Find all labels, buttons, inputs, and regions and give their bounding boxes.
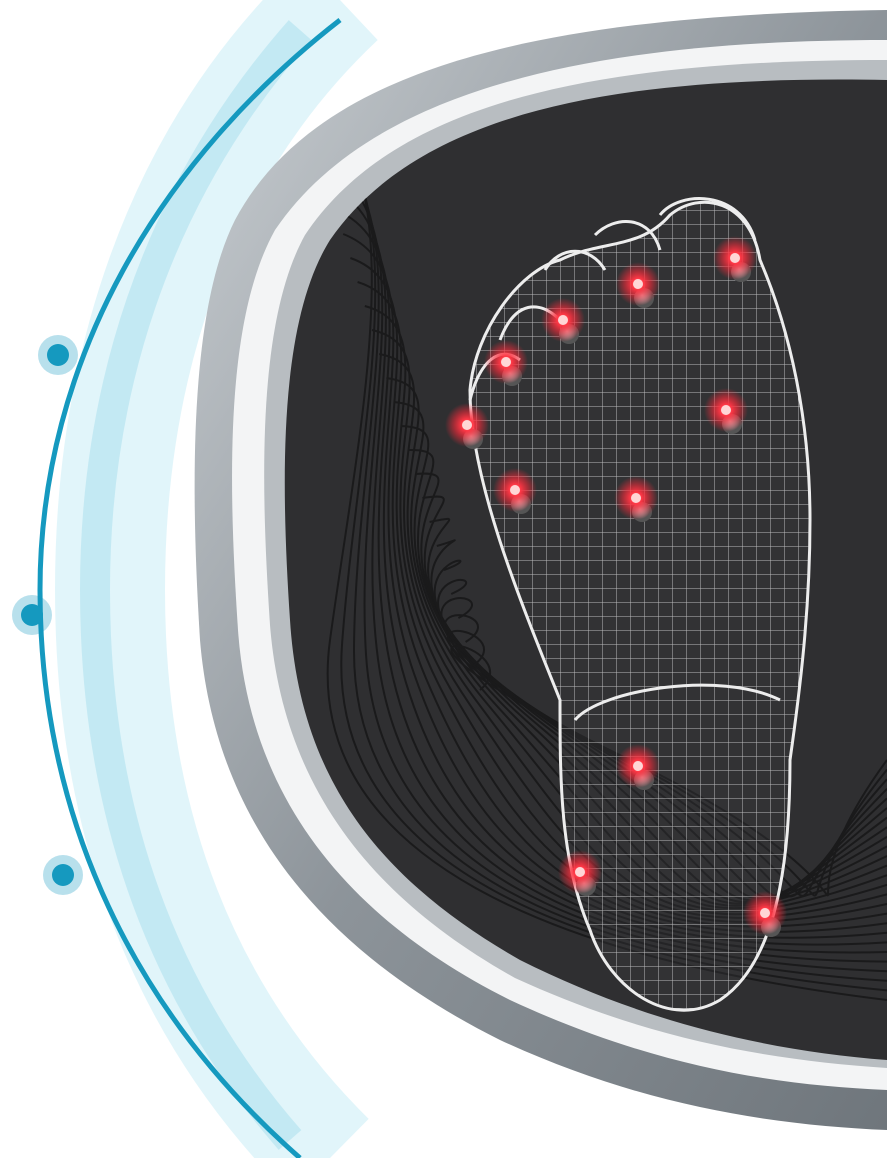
pressure-point-icon <box>558 850 602 896</box>
pressure-point-icon <box>445 403 489 449</box>
pressure-point-icon <box>704 388 748 434</box>
pressure-point-icon <box>743 891 787 937</box>
pressure-point-icon <box>541 298 585 344</box>
timeline-line <box>37 18 342 1158</box>
pressure-point-icon <box>484 340 528 386</box>
pressure-point-icon <box>713 236 757 282</box>
pressure-point-icon <box>614 476 658 522</box>
timeline-dot-top-icon <box>38 335 78 375</box>
blue-glow-bands <box>54 0 378 1158</box>
pressure-point-icon <box>616 262 660 308</box>
pressure-point-icon <box>616 744 660 790</box>
timeline-dot-bottom-icon <box>43 855 83 895</box>
pressure-point-icon <box>493 468 537 514</box>
timeline-dot-middle-icon <box>12 595 52 635</box>
pressure-points <box>445 236 787 937</box>
